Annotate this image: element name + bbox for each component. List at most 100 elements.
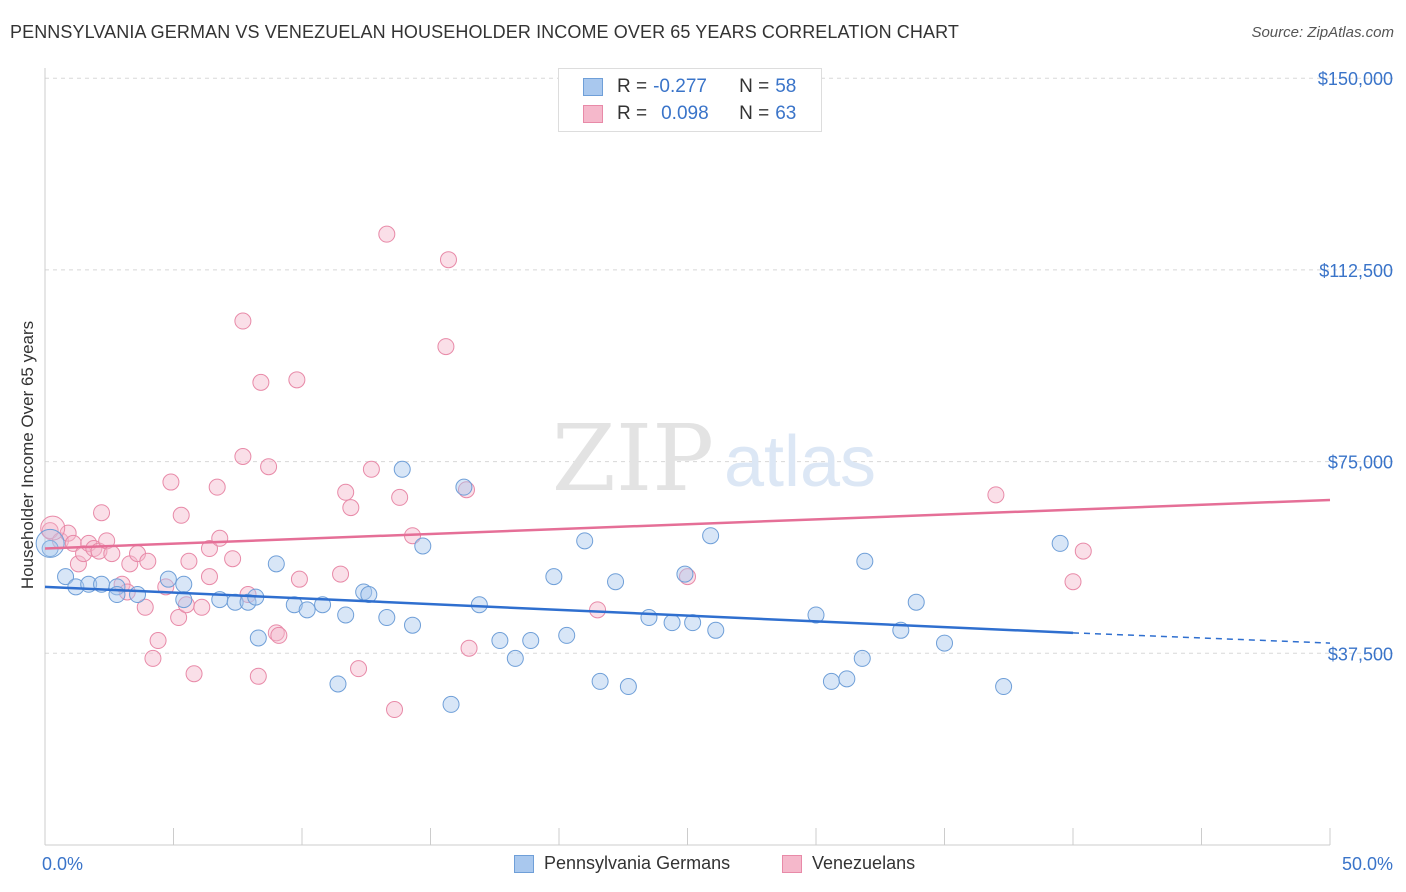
data-point-pennsylvania-germans — [576, 532, 594, 550]
data-point-pennsylvania-germans — [807, 606, 825, 624]
bottom-legend-label-blue: Pennsylvania Germans — [544, 853, 731, 873]
data-point-venezuelans — [378, 225, 396, 243]
data-point-venezuelans — [234, 448, 252, 465]
data-point-venezuelans — [457, 481, 475, 499]
legend-n-label: N = — [739, 76, 770, 97]
trend-line-venezuelans — [44, 498, 1331, 550]
data-point-pennsylvania-germans — [414, 537, 432, 555]
legend-r-label: R = — [617, 76, 648, 97]
data-point-pennsylvania-germans — [470, 596, 488, 614]
data-point-pennsylvania-germans — [907, 593, 925, 611]
data-point-venezuelans — [170, 609, 188, 627]
tick-labels: $37,500 $75,000 $112,500 $150,000 0.0% 50.0% — [42, 69, 1393, 874]
data-point-pennsylvania-germans — [249, 629, 267, 647]
trend-line-pennsylvania-germans-extension — [1072, 632, 1331, 644]
data-point-pennsylvania-germans — [337, 606, 355, 624]
legend-r-value: -0.277 — [653, 76, 707, 97]
data-point-pennsylvania-germans — [822, 672, 840, 690]
data-point-venezuelans — [460, 639, 478, 657]
data-point-pennsylvania-germans — [707, 621, 725, 639]
correlation-legend: R = -0.277 N = 58 R = 0.098 N = 63 — [558, 68, 822, 132]
data-point-venezuelans — [193, 598, 211, 616]
data-point-pennsylvania-germans — [676, 565, 694, 583]
y-tick-label: $37,500 — [1328, 644, 1393, 664]
data-point-venezuelans — [211, 529, 229, 547]
bottom-legend-pink: Venezuelans — [782, 853, 915, 874]
data-point-pennsylvania-germans — [442, 695, 460, 713]
data-point-venezuelans — [252, 373, 270, 391]
y-axis-label: Householder Income Over 65 years — [18, 320, 37, 590]
data-point-venezuelans — [337, 483, 355, 501]
legend-row-blue: R = -0.277 N = 58 — [583, 75, 796, 99]
bottom-legend-label-pink: Venezuelans — [812, 853, 916, 873]
legend-n-label: N = — [739, 103, 770, 124]
legend-swatch-pink — [583, 105, 603, 123]
trend-lines — [44, 498, 1331, 644]
chart-source: Source: ZipAtlas.com — [1251, 24, 1394, 41]
data-point-venezuelans — [185, 665, 203, 683]
data-point-pennsylvania-germans — [175, 591, 193, 609]
bottom-swatch-blue — [514, 854, 534, 873]
data-point-pennsylvania-germans — [545, 568, 563, 586]
data-point-venezuelans — [136, 598, 154, 616]
data-point-venezuelans — [270, 626, 288, 644]
data-point-venezuelans — [290, 570, 308, 588]
data-point-pennsylvania-germans — [853, 649, 871, 667]
data-point-venezuelans — [987, 486, 1005, 504]
data-point-pennsylvania-germans — [640, 609, 658, 627]
y-tick-label: $150,000 — [1318, 69, 1393, 89]
data-point-venezuelans — [41, 522, 59, 540]
venezuelans-points — [40, 225, 1092, 719]
data-point-venezuelans — [69, 555, 87, 573]
data-point-pennsylvania-germans — [522, 632, 540, 650]
data-point-venezuelans — [1064, 573, 1082, 591]
legend-swatch-blue — [583, 78, 603, 96]
legend-n-value: 58 — [775, 76, 797, 97]
axes — [44, 68, 1331, 846]
data-point-pennsylvania-germans — [856, 552, 874, 570]
data-point-venezuelans — [93, 504, 111, 522]
grid-lines — [45, 77, 1395, 654]
data-point-venezuelans — [162, 473, 180, 491]
data-point-pennsylvania-germans — [607, 573, 625, 591]
data-point-venezuelans — [267, 624, 285, 642]
data-point-pennsylvania-germans — [591, 672, 609, 690]
x-tick-label: 0.0% — [42, 854, 83, 874]
data-point-venezuelans — [249, 667, 267, 685]
bottom-legend-blue: Pennsylvania Germans — [514, 853, 730, 874]
data-point-venezuelans — [139, 552, 157, 570]
data-point-venezuelans — [1074, 542, 1092, 560]
data-point-pennsylvania-germans — [35, 528, 65, 558]
data-point-venezuelans — [234, 312, 252, 330]
data-point-pennsylvania-germans — [378, 609, 396, 627]
data-point-venezuelans — [589, 601, 607, 619]
data-point-pennsylvania-germans — [506, 649, 524, 667]
data-point-pennsylvania-germans — [702, 527, 720, 545]
legend-n-value: 63 — [775, 103, 797, 124]
data-point-pennsylvania-germans — [159, 570, 177, 588]
data-point-venezuelans — [85, 540, 103, 558]
data-point-pennsylvania-germans — [838, 670, 856, 688]
x-tick-label: 50.0% — [1342, 854, 1393, 874]
data-point-venezuelans — [224, 550, 242, 568]
data-point-venezuelans — [149, 632, 167, 650]
data-point-pennsylvania-germans — [298, 601, 316, 619]
data-point-pennsylvania-germans — [404, 616, 422, 634]
data-point-venezuelans — [208, 478, 226, 496]
data-point-pennsylvania-germans — [491, 632, 509, 650]
legend-row-pink: R = 0.098 N = 63 — [583, 102, 796, 126]
data-point-venezuelans — [391, 488, 409, 506]
data-point-pennsylvania-germans — [455, 478, 473, 496]
chart-title: PENNSYLVANIA GERMAN VS VENEZUELAN HOUSEH… — [10, 22, 959, 42]
data-point-pennsylvania-germans — [663, 614, 681, 632]
data-point-pennsylvania-germans — [393, 460, 411, 478]
data-point-pennsylvania-germans — [175, 575, 193, 593]
data-point-venezuelans — [332, 565, 350, 583]
data-point-venezuelans — [350, 660, 368, 678]
legend-r-label: R = — [617, 103, 648, 124]
bottom-swatch-pink — [782, 854, 802, 873]
data-point-pennsylvania-germans — [57, 568, 75, 586]
data-point-pennsylvania-germans — [619, 678, 637, 696]
data-point-pennsylvania-germans — [329, 675, 347, 693]
